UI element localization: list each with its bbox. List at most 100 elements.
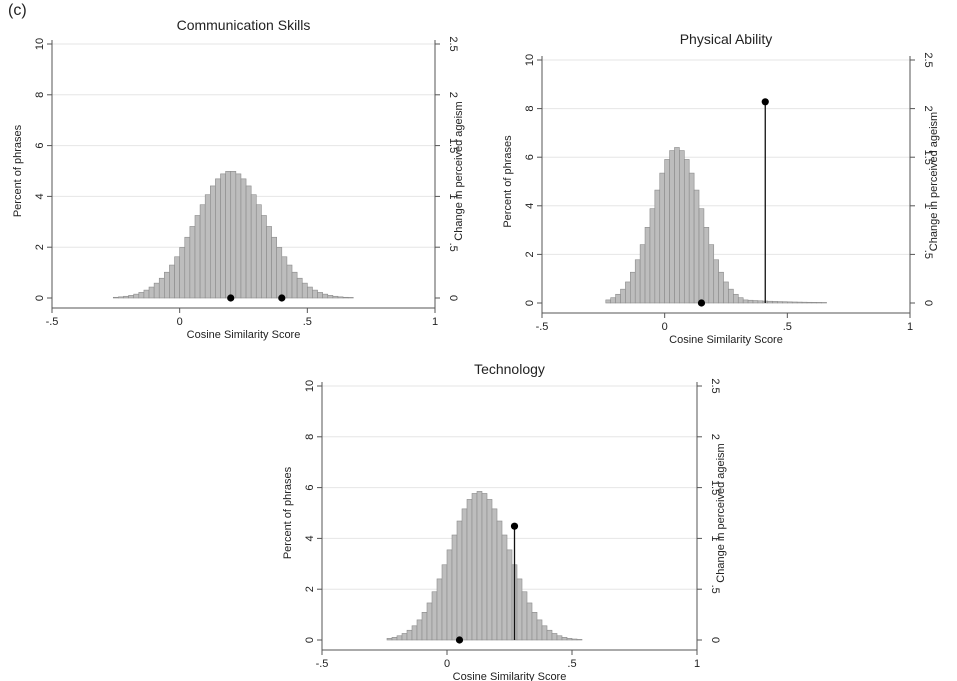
- histogram-bar: [752, 300, 759, 304]
- histogram-bar: [123, 295, 129, 299]
- histogram-bar: [421, 612, 428, 641]
- histogram-bar: [674, 147, 680, 304]
- x-tick-label: -.5: [536, 321, 549, 333]
- histogram-bar: [757, 300, 764, 304]
- histogram-bar: [158, 277, 165, 299]
- histogram-bar: [546, 629, 553, 641]
- histogram-bar: [649, 208, 656, 304]
- histogram-bar: [496, 520, 503, 641]
- chart-title: Technology: [474, 361, 545, 377]
- y-tick-label: 0: [34, 295, 46, 301]
- histogram-bar: [571, 638, 578, 641]
- x-axis-label: Cosine Similarity Score: [187, 329, 301, 341]
- histogram-bar: [811, 302, 818, 304]
- histogram-bar: [215, 178, 221, 299]
- histogram-bar: [777, 301, 783, 304]
- histogram-bar: [164, 271, 170, 299]
- y2-tick-label: 1: [447, 193, 459, 199]
- x-tick-label: 0: [177, 316, 183, 328]
- histogram-bar: [118, 296, 124, 299]
- histogram-bar: [133, 293, 140, 299]
- x-tick-label: -.5: [46, 316, 59, 328]
- histogram-bar: [644, 227, 651, 304]
- histogram-bar: [461, 508, 468, 641]
- histogram-bar: [441, 564, 448, 641]
- y2-tick-label: 2: [922, 106, 934, 112]
- histogram-bar: [307, 286, 313, 299]
- y2-tick-label: .5: [709, 585, 721, 594]
- histogram-bar: [501, 534, 508, 641]
- histogram-bar: [796, 301, 803, 304]
- histogram-bar: [801, 301, 808, 304]
- histogram-bar: [230, 171, 237, 299]
- y-axis-label: Percent of phrases: [502, 135, 514, 228]
- histogram-bar: [266, 226, 272, 299]
- y-tick-label: 2: [34, 244, 46, 250]
- histogram-bar: [816, 302, 822, 304]
- histogram-bar: [703, 227, 710, 304]
- y-tick-label: 10: [524, 54, 536, 66]
- histogram-bar: [416, 619, 423, 641]
- histogram-bar: [521, 591, 528, 641]
- histogram-bar: [401, 633, 408, 641]
- histogram-bar: [526, 602, 533, 641]
- histogram-bar: [296, 277, 303, 299]
- x-tick-label: 0: [662, 321, 668, 333]
- histogram-bar: [541, 625, 548, 641]
- histogram-bar: [506, 549, 513, 641]
- histogram-bar: [245, 185, 252, 299]
- histogram-bar: [630, 271, 636, 304]
- histogram-bar: [733, 293, 739, 304]
- histogram-bar: [615, 293, 621, 304]
- histogram-bar: [561, 637, 568, 641]
- histogram-bar: [286, 264, 293, 299]
- histogram-bar: [312, 289, 318, 299]
- histogram-bar: [199, 204, 206, 299]
- histogram-bar: [204, 194, 211, 299]
- histogram-bar: [250, 194, 257, 299]
- y-tick-label: 6: [304, 485, 316, 491]
- histogram-bar: [337, 296, 344, 299]
- x-tick-label: .5: [783, 321, 792, 333]
- histogram-bar: [476, 491, 483, 641]
- histogram-bar: [551, 633, 558, 641]
- y2-axis-label: Change in perceived ageism: [715, 443, 727, 582]
- histogram-bar: [261, 215, 267, 299]
- histogram-bar: [664, 159, 670, 304]
- histogram-bar: [683, 159, 690, 304]
- histogram-bar: [128, 295, 135, 299]
- marker-point: [278, 294, 286, 302]
- histogram-bar: [406, 629, 413, 641]
- histogram-bar: [806, 301, 813, 304]
- y-tick-label: 2: [304, 586, 316, 592]
- y-tick-label: 0: [524, 300, 536, 306]
- marker-point: [227, 294, 235, 302]
- histogram-bar: [271, 236, 277, 299]
- y-tick-label: 8: [304, 434, 316, 440]
- marker-point: [455, 636, 464, 644]
- histogram-bar: [436, 578, 443, 641]
- histogram-bar: [566, 638, 573, 641]
- histogram-bar: [782, 301, 788, 304]
- y-axis-label: Percent of phrases: [12, 124, 24, 217]
- y2-tick-label: .5: [447, 243, 459, 252]
- histogram-bar: [466, 499, 473, 641]
- histogram-bar: [327, 295, 334, 299]
- histogram-bar: [767, 300, 773, 304]
- histogram-bar: [281, 256, 288, 299]
- x-axis-label: Cosine Similarity Score: [453, 671, 567, 681]
- histogram-bar: [536, 619, 543, 641]
- y-tick-label: 0: [304, 637, 316, 643]
- histogram-bar: [610, 297, 616, 304]
- y2-tick-label: 0: [709, 637, 721, 643]
- chart-panel-3: -.5 0.5 102468100.511.522.5TechnologyCosin…: [282, 361, 727, 681]
- y2-tick-label: 1.5: [709, 480, 721, 495]
- marker-point: [510, 522, 519, 530]
- histogram-bar: [332, 295, 339, 299]
- histogram-bar: [112, 296, 119, 299]
- x-axis-label: Cosine Similarity Score: [669, 334, 783, 346]
- histogram-bar: [821, 302, 827, 304]
- histogram-bar: [342, 296, 349, 299]
